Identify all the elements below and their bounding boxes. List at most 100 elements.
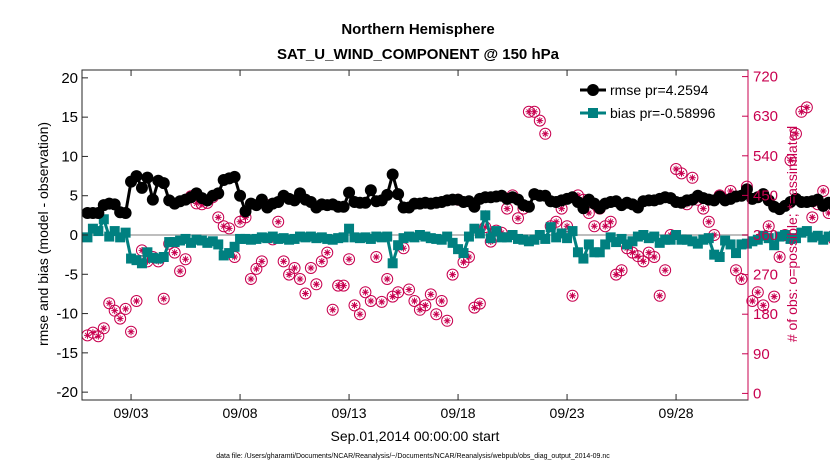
obs-assimilated-point (770, 293, 778, 300)
bias-point (436, 234, 447, 245)
y-tick-label-right: 0 (753, 385, 761, 402)
obs-assimilated-point (558, 205, 566, 212)
obs-assimilated-point (748, 297, 756, 305)
bias-point (136, 258, 147, 269)
bias-point (311, 233, 322, 244)
obs-possible-point (321, 246, 334, 259)
bias-point (660, 234, 671, 245)
bias-point (420, 231, 431, 242)
obs-possible-point (528, 105, 541, 118)
rmse-point (130, 170, 143, 183)
obs-possible-point (604, 215, 617, 228)
obs-possible-point (762, 220, 775, 233)
obs-assimilated-point (754, 288, 762, 296)
bias-point (687, 236, 698, 247)
bias-point (267, 231, 278, 242)
obs-assimilated-point (340, 282, 348, 289)
bias-point (790, 233, 801, 244)
obs-assimilated-point (296, 275, 304, 283)
obs-possible-point (435, 295, 448, 307)
obs-assimilated-point (808, 214, 816, 221)
obs-possible-point (179, 253, 192, 266)
obs-assimilated-point (503, 205, 511, 212)
rmse-point (141, 171, 154, 184)
obs-assimilated-point (416, 306, 424, 314)
obs-assimilated-point (569, 292, 576, 300)
obs-possible-point (370, 251, 383, 263)
obs-possible-point (751, 286, 764, 299)
bias-point (120, 227, 131, 238)
obs-possible-point (157, 292, 170, 305)
obs-possible-point (130, 295, 143, 307)
bias-point (703, 233, 714, 244)
bias-point (316, 232, 327, 243)
y-tick-label-right: 720 (753, 69, 778, 86)
obs-possible-point (659, 264, 672, 277)
bias-point (305, 231, 316, 242)
bias-point (785, 233, 796, 244)
bias-point (480, 210, 491, 221)
obs-possible-point (784, 154, 797, 167)
x-tick-label: 09/18 (441, 405, 476, 421)
y-tick-label-right: 180 (753, 306, 778, 323)
obs-possible-point (441, 314, 454, 327)
obs-assimilated-point (552, 218, 560, 226)
bias-point (158, 252, 169, 262)
obs-assimilated-point (612, 271, 620, 278)
bias-point (382, 231, 393, 242)
bias-point (589, 247, 600, 258)
obs-assimilated-point (530, 108, 538, 116)
legend: rmse pr=4.2594 bias pr=-0.58996 (574, 75, 740, 127)
rmse-point (381, 188, 394, 201)
bias-point (523, 236, 534, 247)
obs-assimilated-point (705, 218, 713, 226)
bias-point (714, 252, 725, 262)
x-tick-label: 09/13 (332, 405, 367, 421)
obs-assimilated-point (394, 288, 402, 296)
bias-point (284, 234, 295, 245)
obs-assimilated-point (111, 307, 119, 315)
bias-point (774, 231, 785, 242)
bias-point (665, 234, 676, 245)
rmse-point (146, 193, 159, 206)
obs-assimilated-point (323, 249, 331, 256)
obs-possible-point (789, 127, 802, 140)
obs-assimilated-point (661, 266, 669, 274)
obs-possible-point (114, 312, 127, 325)
obs-assimilated-point (803, 104, 811, 111)
obs-assimilated-point (274, 218, 282, 226)
obs-assimilated-point (231, 253, 239, 261)
bias-point (240, 233, 251, 244)
obs-possible-point (746, 295, 759, 307)
obs-assimilated-point (89, 329, 97, 337)
bias-point (371, 231, 382, 242)
bias-point (213, 239, 224, 250)
obs-assimilated-point (351, 302, 358, 309)
obs-possible-point (375, 295, 388, 308)
y-tick-label-left: 15 (61, 109, 78, 126)
obs-assimilated-point (214, 214, 222, 221)
obs-assimilated-point (514, 214, 522, 222)
obs-assimilated-point (471, 304, 478, 311)
bias-point (82, 232, 93, 243)
bias-point (289, 233, 300, 244)
obs-possible-point (353, 308, 366, 321)
obs-assimilated-point (312, 280, 320, 288)
bias-point (801, 226, 812, 237)
obs-assimilated-point (160, 295, 168, 303)
bias-point (507, 230, 518, 240)
obs-assimilated-point (247, 275, 255, 283)
rmse-point (135, 181, 148, 194)
obs-possible-point (408, 295, 421, 307)
bias-point (474, 228, 485, 239)
obs-possible-point (615, 264, 628, 277)
bias-point (147, 252, 158, 263)
x-tick-label: 09/03 (114, 405, 149, 421)
obs-assimilated-point (133, 297, 140, 305)
obs-assimilated-point (732, 266, 740, 274)
bias-point (769, 240, 780, 251)
x-tick-label: 09/23 (550, 405, 585, 421)
bias-point (349, 232, 360, 243)
y-tick-label-right: 270 (753, 267, 778, 284)
obs-assimilated-point (585, 209, 593, 217)
